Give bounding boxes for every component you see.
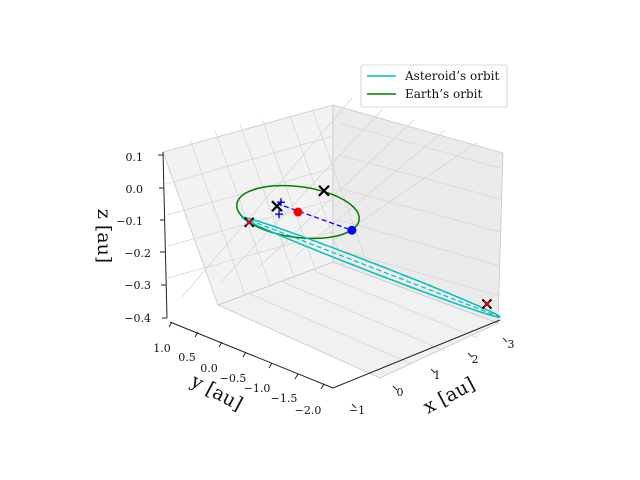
earth-orbit-line bbox=[236, 184, 360, 240]
grid-line-y bbox=[261, 118, 318, 275]
grid-line-z bbox=[338, 249, 501, 297]
x-tick-label: 2 bbox=[472, 353, 479, 366]
x-tick-mark bbox=[430, 368, 436, 374]
y-tick-mark bbox=[194, 331, 199, 338]
legend-label-earth: Earth’s orbit bbox=[405, 87, 482, 101]
z-tick-label: −0.4 bbox=[124, 312, 151, 325]
asteroid-dashed-line bbox=[241, 216, 501, 318]
cross-marker-red bbox=[245, 218, 253, 226]
legend-label-asteroid: Asteroid’s orbit bbox=[404, 69, 499, 83]
tick-marks bbox=[158, 154, 508, 409]
y-tick-label: 0.0 bbox=[200, 362, 218, 375]
legend: Asteroid’s orbit Earth’s orbit bbox=[360, 64, 508, 108]
legend-box bbox=[360, 64, 508, 108]
markers-layer bbox=[243, 184, 493, 310]
z-axis-label: z [au] bbox=[93, 209, 115, 263]
y-tick-mark bbox=[242, 351, 247, 358]
y-tick-mark bbox=[294, 373, 299, 380]
grid-line-y bbox=[311, 107, 368, 264]
grid-line-z bbox=[338, 187, 501, 233]
grid-line-z bbox=[167, 231, 334, 279]
grid-line-floor bbox=[282, 281, 446, 352]
black-cross-marker bbox=[318, 184, 330, 197]
z-tick-label: −0.2 bbox=[124, 247, 151, 260]
y-tick-label: 0.5 bbox=[178, 351, 196, 364]
y-tick-mark bbox=[268, 362, 273, 369]
y-tick-mark bbox=[218, 341, 223, 348]
y-tick-label: −0.5 bbox=[220, 372, 247, 385]
grid-line-y bbox=[214, 130, 271, 287]
x-tick-label: 0 bbox=[397, 386, 404, 399]
z-tick-label: −0.1 bbox=[116, 215, 143, 228]
y-tick-mark bbox=[320, 383, 325, 390]
z-tick-label: −0.3 bbox=[124, 279, 151, 292]
sun-marker bbox=[293, 207, 303, 217]
blue-dot-marker bbox=[347, 225, 357, 235]
x-tick-label: 1 bbox=[434, 369, 441, 382]
grid-line-x bbox=[181, 97, 353, 298]
y-tick-label: −1.5 bbox=[271, 392, 298, 405]
grid-line-z bbox=[165, 135, 334, 185]
grid-lines bbox=[165, 97, 501, 365]
grid-line-x bbox=[295, 129, 446, 256]
x-tick-mark bbox=[502, 337, 508, 343]
z-tick-label: 0.0 bbox=[126, 183, 144, 196]
grid-line-x bbox=[257, 119, 415, 269]
grid-line-floor bbox=[249, 293, 413, 365]
cross-marker-red bbox=[483, 300, 491, 308]
series-layer bbox=[236, 184, 501, 318]
y-tick-label: −2.0 bbox=[295, 404, 322, 417]
x-axis-line bbox=[332, 319, 501, 389]
grid-line-z bbox=[338, 154, 501, 200]
y-tick-mark bbox=[168, 321, 173, 328]
z-axis-line bbox=[162, 151, 168, 319]
x-tick-mark bbox=[392, 385, 398, 391]
grid-line-y bbox=[288, 112, 345, 269]
x-tick-label: 3 bbox=[508, 338, 515, 351]
grid-line-y bbox=[189, 139, 246, 296]
x-axis-label: x [au] bbox=[420, 373, 479, 418]
grid-line-x bbox=[219, 109, 383, 284]
z-tick-label: 0.1 bbox=[126, 151, 144, 164]
grid-line-floor bbox=[315, 271, 479, 339]
grid-line-y bbox=[239, 123, 296, 280]
x-tick-mark bbox=[351, 403, 357, 409]
x-tick-mark bbox=[467, 352, 473, 358]
y-tick-label: −1.0 bbox=[244, 382, 271, 395]
y-tick-label: 1.0 bbox=[153, 342, 171, 355]
x-tick-label: −1 bbox=[349, 404, 365, 417]
grid-line-z bbox=[338, 219, 501, 267]
grid-line-z bbox=[338, 122, 501, 169]
